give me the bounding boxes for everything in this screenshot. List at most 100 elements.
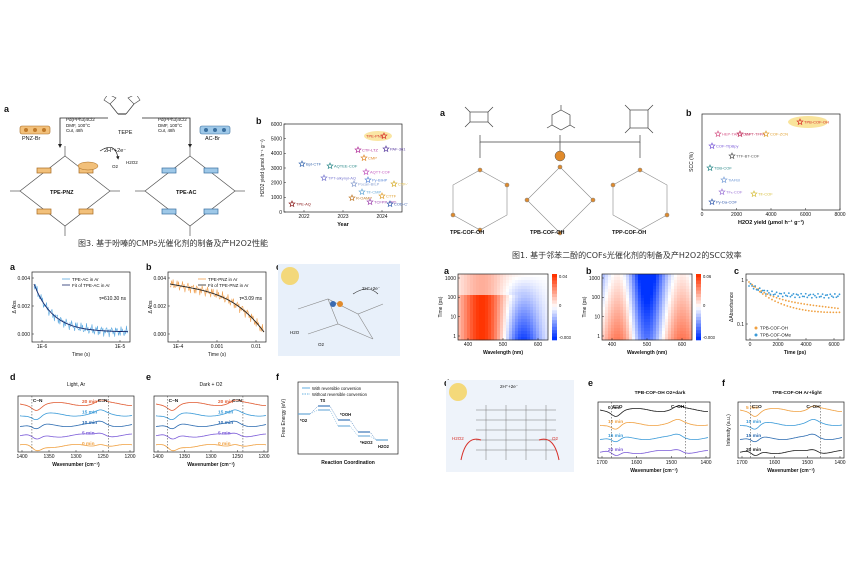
heat-cell — [671, 331, 675, 335]
heat-cell — [521, 310, 525, 314]
heat-cell — [479, 286, 483, 290]
heat-cell — [614, 334, 618, 338]
point-label: TDB-COF — [714, 166, 732, 171]
heat-cell — [674, 316, 678, 320]
heat-cell — [671, 286, 675, 290]
heat-cell — [509, 283, 513, 287]
heat-cell — [674, 328, 678, 332]
heat-cell — [680, 301, 684, 305]
data-point-oh — [809, 304, 812, 306]
spectrum-line — [155, 399, 267, 411]
heat-cell — [485, 328, 489, 332]
heat-cell — [515, 316, 519, 320]
heat-cell — [674, 334, 678, 338]
heat-cell — [602, 289, 606, 293]
data-point-oh — [838, 311, 841, 314]
heat-cell — [677, 334, 681, 338]
heat-cell — [656, 307, 660, 311]
heat-cell — [674, 277, 678, 281]
heat-cell — [527, 286, 531, 290]
heat-cell — [656, 286, 660, 290]
point-label: PAF-361 — [390, 147, 406, 152]
heat-cell — [530, 292, 534, 296]
heat-cell — [500, 337, 504, 341]
heat-cell — [620, 274, 624, 278]
data-star-8 — [718, 188, 726, 196]
heat-cell — [527, 289, 531, 293]
colorbar-cell — [552, 323, 557, 328]
heat-cell — [668, 319, 672, 323]
time-label: 20 min — [608, 447, 623, 453]
heat-cell — [671, 328, 675, 332]
heat-cell — [506, 292, 510, 296]
heat-cell — [476, 295, 480, 299]
heat-cell — [674, 319, 678, 323]
heat-cell — [530, 331, 534, 335]
heat-cell — [494, 331, 498, 335]
heat-cell — [473, 322, 477, 326]
data-point-oh — [823, 311, 826, 313]
data-point-ome — [787, 292, 790, 295]
heat-cell — [689, 325, 693, 329]
heat-cell — [614, 331, 618, 335]
heat-cell — [467, 325, 471, 329]
heat-cell — [464, 310, 468, 314]
heat-cell — [680, 286, 684, 290]
y-tick-label: 0.004 — [17, 276, 30, 282]
heat-cell — [641, 298, 645, 302]
heat-cell — [602, 328, 606, 332]
point-label: CMP — [368, 156, 377, 161]
heat-cell — [515, 322, 519, 326]
heat-cell — [500, 328, 504, 332]
heat-cell — [677, 313, 681, 317]
heat-cell — [626, 289, 630, 293]
heat-cell — [611, 289, 615, 293]
heat-cell — [506, 316, 510, 320]
heat-cell — [611, 319, 615, 323]
heat-cell — [521, 331, 525, 335]
heat-cell — [509, 328, 513, 332]
heat-cell — [659, 322, 663, 326]
heat-cell — [668, 277, 672, 281]
heat-cell — [506, 334, 510, 338]
heat-cell — [626, 337, 630, 341]
heat-cell — [656, 298, 660, 302]
heat-cell — [668, 310, 672, 314]
y-tick-label: 1000 — [271, 195, 282, 201]
heat-cell — [515, 283, 519, 287]
state-label: H2O2 — [378, 444, 390, 449]
data-point-ome — [827, 296, 830, 299]
heat-cell — [680, 328, 684, 332]
heat-cell — [620, 304, 624, 308]
heat-cell — [632, 322, 636, 326]
y-tick-label: 0 — [279, 210, 282, 216]
heat-cell — [461, 274, 465, 278]
heat-cell — [686, 277, 690, 281]
heat-cell — [689, 292, 693, 296]
heat-cell — [518, 313, 522, 317]
heat-cell — [620, 325, 624, 329]
heat-cell — [626, 280, 630, 284]
c-redox: 2H⁺+2e⁻ — [362, 286, 381, 291]
heat-cell — [626, 325, 630, 329]
heat-cell — [524, 325, 528, 329]
heat-cell — [491, 289, 495, 293]
heat-cell — [677, 322, 681, 326]
time-label: 5 min — [218, 431, 231, 437]
heat-cell — [464, 301, 468, 305]
heat-cell — [638, 304, 642, 308]
heat-cell — [461, 301, 465, 305]
heat-cell — [470, 307, 474, 311]
y-tick-label: 4000 — [271, 151, 282, 157]
heat-cell — [638, 316, 642, 320]
heat-cell — [656, 274, 660, 278]
heat-cell — [605, 319, 609, 323]
legend-label: With reversible conversion — [312, 386, 362, 391]
data-point-ome — [817, 292, 819, 295]
heat-cell — [665, 277, 669, 281]
heat-cell — [683, 295, 687, 299]
heat-cell — [506, 274, 510, 278]
x-tick-label: 2024 — [376, 214, 387, 220]
